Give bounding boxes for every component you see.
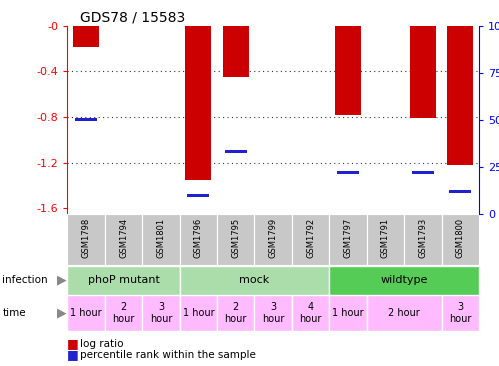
- Text: 1 hour: 1 hour: [332, 308, 364, 318]
- Text: GSM1798: GSM1798: [81, 218, 91, 258]
- Bar: [292, 295, 329, 331]
- Bar: [254, 214, 292, 265]
- Bar: [67, 214, 105, 265]
- Text: ■: ■: [67, 348, 79, 362]
- Bar: [180, 295, 217, 331]
- Text: GSM1797: GSM1797: [343, 218, 353, 258]
- Text: GSM1796: GSM1796: [194, 218, 203, 258]
- Text: 3
hour: 3 hour: [150, 302, 172, 324]
- Text: 1 hour: 1 hour: [70, 308, 102, 318]
- Text: percentile rank within the sample: percentile rank within the sample: [80, 350, 255, 360]
- Bar: [404, 214, 442, 265]
- Bar: [449, 190, 472, 193]
- Bar: [410, 26, 436, 118]
- Text: 2
hour: 2 hour: [112, 302, 135, 324]
- Text: GSM1794: GSM1794: [119, 218, 128, 258]
- Bar: [185, 26, 212, 180]
- Text: 1 hour: 1 hour: [183, 308, 214, 318]
- Bar: [292, 214, 329, 265]
- Bar: [254, 295, 292, 331]
- Bar: [329, 295, 367, 331]
- Bar: [73, 26, 99, 47]
- Bar: [442, 214, 479, 265]
- Bar: [447, 26, 474, 165]
- Bar: [105, 214, 142, 265]
- Text: mock: mock: [240, 275, 269, 285]
- Text: GDS78 / 15583: GDS78 / 15583: [80, 11, 185, 25]
- Text: ▶: ▶: [57, 307, 67, 320]
- Bar: [442, 295, 479, 331]
- Text: GSM1801: GSM1801: [156, 218, 166, 258]
- Bar: [105, 295, 142, 331]
- Bar: [223, 26, 249, 77]
- Bar: [412, 171, 434, 174]
- Text: GSM1800: GSM1800: [456, 218, 465, 258]
- Text: phoP mutant: phoP mutant: [87, 275, 160, 285]
- Text: time: time: [2, 308, 26, 318]
- Bar: [335, 26, 361, 115]
- Bar: [367, 214, 404, 265]
- Text: 3
hour: 3 hour: [262, 302, 284, 324]
- Text: GSM1793: GSM1793: [418, 218, 428, 258]
- Bar: [180, 266, 329, 295]
- Bar: [329, 214, 367, 265]
- Text: GSM1799: GSM1799: [268, 218, 278, 258]
- Text: ■: ■: [67, 337, 79, 351]
- Bar: [367, 295, 442, 331]
- Bar: [67, 266, 180, 295]
- Text: 4
hour: 4 hour: [299, 302, 322, 324]
- Text: GSM1795: GSM1795: [231, 218, 241, 258]
- Text: wildtype: wildtype: [381, 275, 428, 285]
- Text: GSM1791: GSM1791: [381, 218, 390, 258]
- Bar: [217, 295, 254, 331]
- Bar: [142, 214, 180, 265]
- Text: GSM1792: GSM1792: [306, 218, 315, 258]
- Bar: [75, 119, 97, 121]
- Text: 3
hour: 3 hour: [449, 302, 472, 324]
- Bar: [67, 295, 105, 331]
- Bar: [180, 214, 217, 265]
- Bar: [329, 266, 479, 295]
- Bar: [142, 295, 180, 331]
- Bar: [337, 171, 359, 174]
- Text: 2
hour: 2 hour: [225, 302, 247, 324]
- Bar: [187, 194, 210, 197]
- Text: log ratio: log ratio: [80, 339, 123, 349]
- Bar: [225, 150, 247, 153]
- Text: infection: infection: [2, 275, 48, 285]
- Text: 2 hour: 2 hour: [388, 308, 420, 318]
- Text: ▶: ▶: [57, 274, 67, 287]
- Bar: [217, 214, 254, 265]
